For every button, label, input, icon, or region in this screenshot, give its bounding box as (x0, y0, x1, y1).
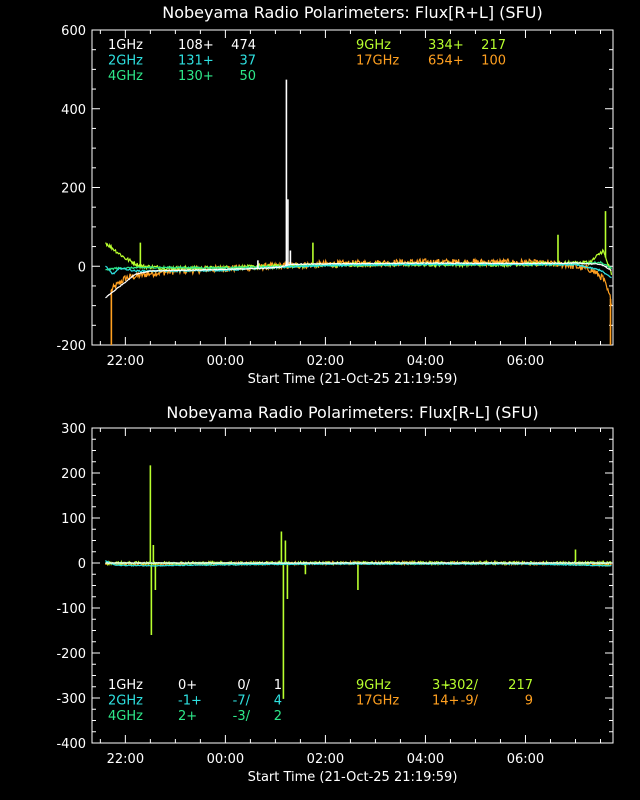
series-layer (105, 79, 613, 345)
x-tick-label: 04:00 (407, 752, 444, 767)
y-axis: -200 0 200 400 600 (56, 24, 613, 354)
legend-peak: 50 (239, 69, 256, 84)
x-axis-label: Start Time (21-Oct-25 21:19:59) (248, 770, 458, 785)
x-axis: 22:00 00:00 02:00 04:00 06:00 (99, 30, 601, 369)
x-tick-label: 06:00 (507, 752, 544, 767)
x-tick-label: 00:00 (207, 752, 244, 767)
chart-title: Nobeyama Radio Polarimeters: Flux[R+L] (… (162, 3, 542, 22)
legend-base: 108+ (178, 38, 214, 53)
legend-band: 4GHz (108, 709, 143, 724)
x-tick-label: 06:00 (507, 354, 544, 369)
y-tick-label: 400 (61, 103, 86, 118)
y-tick-label: 0 (78, 260, 86, 275)
y-tick-label: 100 (61, 512, 86, 527)
y-tick-label: -200 (56, 339, 86, 354)
legend: 1GHz 108+ 474 9GHz 334+ 217 2GHz 131+ 37 17GHz 654… (108, 38, 506, 84)
legend-band: 1GHz (108, 678, 143, 693)
x-axis-label: Start Time (21-Oct-25 21:19:59) (248, 372, 458, 387)
legend-base: 131+ (178, 54, 214, 69)
legend-mid: 0/ (237, 678, 250, 693)
y-axis: -400 -300 -200 -100 0 100 200 300 (56, 422, 613, 752)
legend-band: 9GHz (356, 38, 391, 53)
y-tick-label: -100 (56, 602, 86, 617)
chart-panel-1: Nobeyama Radio Polarimeters: Flux[R-L] (… (56, 403, 614, 785)
legend-base: 14+ (432, 694, 459, 709)
legend-peak: 100 (481, 54, 506, 69)
legend: 1GHz 0+ 0/1 9GHz 3+-302/217 2GHz -1+ -7/4 17GHz 1… (108, 678, 533, 724)
legend-base: 130+ (178, 69, 214, 84)
x-tick-label: 02:00 (307, 752, 344, 767)
legend-peak: 9 (525, 694, 533, 709)
y-tick-label: -200 (56, 647, 86, 662)
legend-base: 654+ (428, 54, 464, 69)
y-tick-label: 0 (78, 557, 86, 572)
x-tick-label: 00:00 (207, 354, 244, 369)
legend-band: 17GHz (356, 54, 399, 69)
legend-peak: 217 (508, 678, 533, 693)
legend-peak: 217 (481, 38, 506, 53)
y-tick-label: -400 (56, 737, 86, 752)
legend-band: 9GHz (356, 678, 391, 693)
series-line-2GHz (105, 262, 612, 279)
y-tick-label: 600 (61, 24, 86, 39)
legend-base: 3+ (432, 678, 451, 693)
legend-band: 2GHz (108, 54, 143, 69)
x-tick-label: 22:00 (107, 354, 144, 369)
legend-peak: 1 (274, 678, 282, 693)
y-tick-label: 200 (61, 182, 86, 197)
legend-peak: 37 (239, 54, 256, 69)
legend-base: 0+ (178, 678, 197, 693)
series-layer (104, 465, 612, 699)
x-tick-label: 02:00 (307, 354, 344, 369)
legend-peak: 2 (274, 709, 282, 724)
legend-base: 334+ (428, 38, 464, 53)
legend-band: 17GHz (356, 694, 399, 709)
y-tick-label: 300 (61, 422, 86, 437)
legend-mid: -302/ (444, 678, 479, 693)
legend-mid: -3/ (233, 709, 251, 724)
legend-peak: 474 (231, 38, 256, 53)
legend-base: -1+ (178, 694, 202, 709)
x-tick-label: 04:00 (407, 354, 444, 369)
x-tick-label: 22:00 (107, 752, 144, 767)
chart-title: Nobeyama Radio Polarimeters: Flux[R-L] (… (166, 403, 538, 422)
legend-mid: -7/ (233, 694, 251, 709)
legend-peak: 4 (274, 694, 282, 709)
legend-band: 2GHz (108, 694, 143, 709)
legend-band: 4GHz (108, 69, 143, 84)
chart-panel-0: Nobeyama Radio Polarimeters: Flux[R+L] (… (56, 3, 614, 387)
series-line-1GHz (105, 261, 612, 299)
x-axis: 22:00 00:00 02:00 04:00 06:00 (99, 428, 601, 767)
legend-base: 2+ (178, 709, 197, 724)
legend-band: 1GHz (108, 38, 143, 53)
y-tick-label: 200 (61, 467, 86, 482)
y-tick-label: -300 (56, 692, 86, 707)
legend-mid: -9/ (461, 694, 479, 709)
